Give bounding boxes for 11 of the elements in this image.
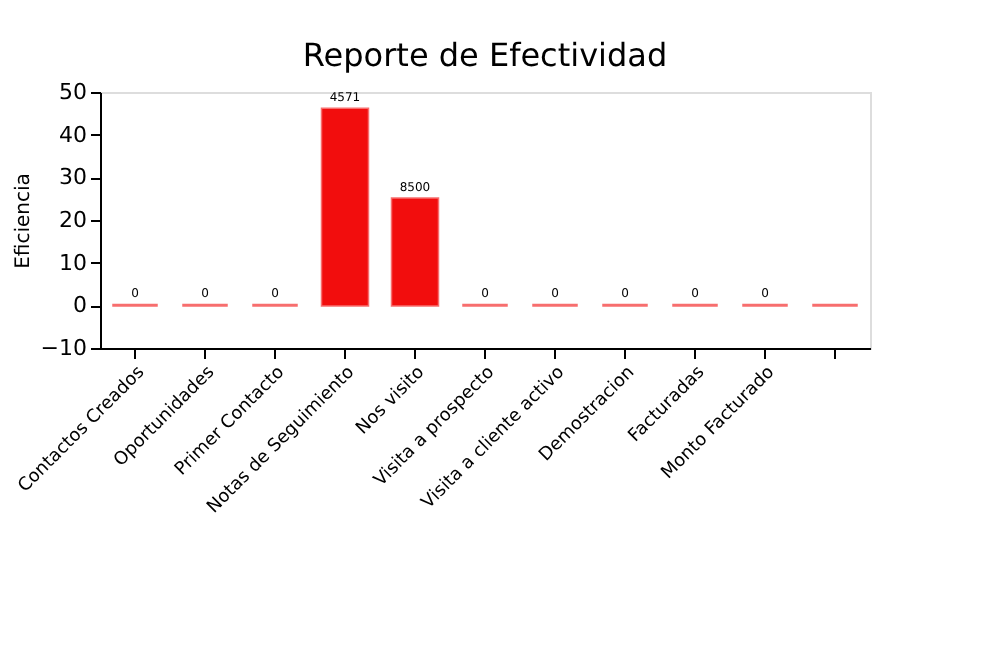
y-tick-label: 50 (59, 79, 87, 105)
y-tick-label: 30 (59, 164, 87, 191)
y-axis-title: Eficiencia (12, 173, 35, 269)
chart-title: Reporte de Efectividad (302, 36, 668, 74)
bar (320, 107, 370, 307)
bar (390, 197, 440, 307)
y-tick-label: 40 (59, 121, 87, 148)
y-tick-label: 20 (59, 207, 87, 233)
y-tick-label: 0 (73, 292, 87, 319)
y-tick-label: 10 (59, 249, 87, 276)
y-tick-label: −10 (40, 335, 87, 361)
